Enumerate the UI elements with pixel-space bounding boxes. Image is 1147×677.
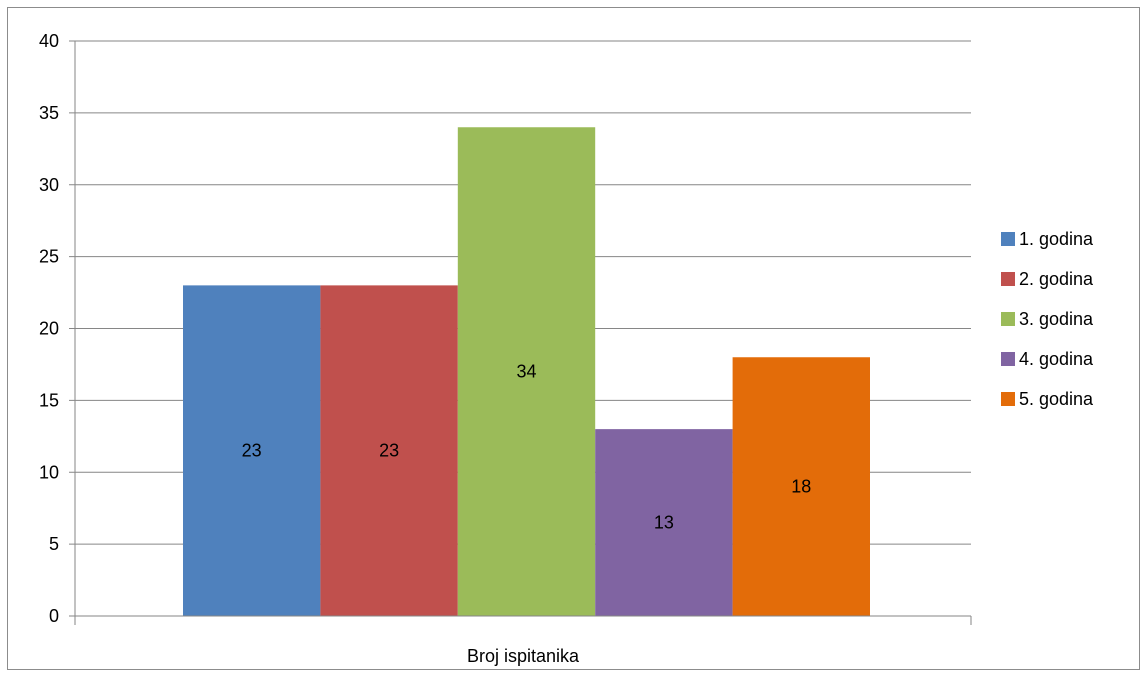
- x-axis-category-labels: Broj ispitanika: [467, 646, 580, 666]
- data-labels: 23 23 34 13 18: [242, 362, 812, 533]
- legend-swatch: [1001, 392, 1015, 406]
- bar: [183, 285, 321, 616]
- legend: 1. godina 2. godina 3. godina 4. godina 5. g…: [1001, 229, 1094, 409]
- data-label: 23: [379, 441, 399, 461]
- data-label: 23: [242, 441, 262, 461]
- bar: [320, 285, 458, 616]
- y-tick-label: 10: [39, 462, 59, 482]
- data-label: 34: [516, 362, 536, 382]
- data-label: 13: [654, 513, 674, 533]
- legend-label: 1. godina: [1019, 229, 1094, 249]
- y-axis-tick-labels: 0 5 10 15 20 25 30 35 40: [39, 31, 59, 626]
- legend-swatch: [1001, 272, 1015, 286]
- bar: [732, 357, 870, 616]
- y-tick-label: 20: [39, 319, 59, 339]
- legend-label: 5. godina: [1019, 389, 1094, 409]
- legend-label: 4. godina: [1019, 349, 1094, 369]
- bars: [183, 127, 870, 616]
- y-tick-label: 0: [49, 606, 59, 626]
- y-tick-label: 40: [39, 31, 59, 51]
- bar: [595, 429, 733, 616]
- y-tick-label: 30: [39, 175, 59, 195]
- legend-swatch: [1001, 232, 1015, 246]
- legend-swatch: [1001, 352, 1015, 366]
- y-tick-label: 15: [39, 390, 59, 410]
- axes: [69, 40, 972, 625]
- bar: [457, 127, 596, 616]
- y-tick-label: 25: [39, 247, 59, 267]
- legend-label: 2. godina: [1019, 269, 1094, 289]
- x-category-label: Broj ispitanika: [467, 646, 580, 666]
- y-tick-label: 5: [49, 534, 59, 554]
- legend-label: 3. godina: [1019, 309, 1094, 329]
- y-tick-label: 35: [39, 103, 59, 123]
- data-label: 18: [791, 477, 811, 497]
- legend-swatch: [1001, 312, 1015, 326]
